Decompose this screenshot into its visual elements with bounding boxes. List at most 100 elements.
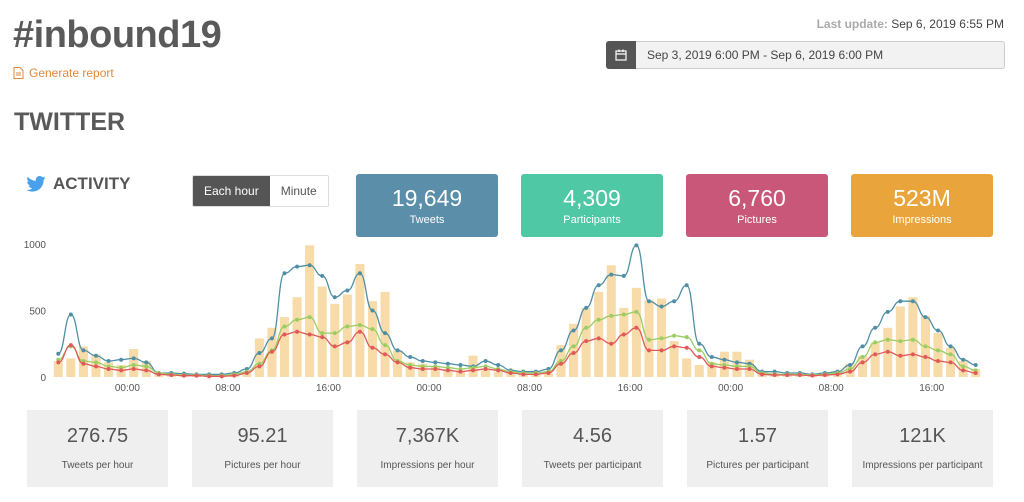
series-point [269,336,274,341]
generate-report-link[interactable]: Generate report [13,66,114,80]
series-point [295,264,300,269]
series-point [596,336,601,341]
series-point [307,332,312,337]
pictures-per-participant-value: 1.57 [738,425,777,447]
series-point [961,368,966,373]
activity-chart: 0 500 1000 00:00 08:00 16:00 00:00 08:00 16:00 00… [24,240,981,394]
x-tick-label: 16:00 [919,383,944,394]
series-point [357,329,362,334]
series-point [332,331,337,336]
series-point [584,325,589,330]
participants-value: 4,309 [563,185,621,211]
activity-bar [694,365,704,377]
series-point [445,368,450,373]
activity-bar [443,369,453,377]
series-point [219,374,224,379]
series-point [722,365,727,370]
series-point [408,365,413,370]
series-point [672,333,677,338]
series-point [621,332,626,337]
series-point [420,367,425,372]
series-point [420,359,425,364]
calendar-icon [606,40,636,69]
series-line [58,311,976,377]
x-tick-label: 00:00 [718,383,743,394]
activity-bar [707,362,717,377]
series-point [898,339,903,344]
date-range-picker[interactable]: Sep 3, 2019 6:00 PM - Sep 6, 2019 6:00 P… [606,40,1005,69]
impressions-value: 523M [893,185,951,211]
series-point [496,363,501,368]
series-point [307,263,312,268]
x-tick-label: 08:00 [819,383,844,394]
series-point [810,373,815,378]
series-point [722,357,727,362]
series-point [860,344,865,349]
series-point [584,339,589,344]
series-point [873,340,878,345]
x-tick-label: 16:00 [618,383,643,394]
activity-bar [933,333,943,377]
series-point [395,360,400,365]
series-point [144,364,149,369]
tweets-per-hour-card: 276.75 Tweets per hour [27,410,168,487]
series-point [320,331,325,336]
pictures-per-hour-label: Pictures per hour [224,460,301,471]
series-point [546,371,551,376]
series-point [709,364,714,369]
series-point [320,273,325,278]
series-point [282,324,287,329]
tweets-per-hour-value: 276.75 [66,425,129,447]
series-point [584,305,589,310]
series-point [383,343,388,348]
series-line [58,327,976,377]
series-point [596,317,601,322]
series-point [923,344,928,349]
series-point [181,373,186,378]
series-point [848,369,853,374]
activity-bar [569,323,579,377]
series-point [56,351,61,356]
activity-bar [292,297,302,377]
series-point [885,349,890,354]
series-point [144,368,149,373]
series-point [119,368,124,373]
series-point [973,371,978,376]
activity-bar [619,307,629,377]
series-point [898,299,903,304]
series-point [395,348,400,353]
tweets-value: 19,649 [391,185,463,211]
pictures-per-hour-card: 95.21 Pictures per hour [192,410,333,487]
interval-toggle[interactable]: Each hour Minute [192,175,329,207]
series-point [433,360,438,365]
minute-button[interactable]: Minute [269,176,328,206]
series-point [672,299,677,304]
series-point [383,352,388,357]
series-point [257,364,262,369]
series-point [383,331,388,336]
series-point [785,373,790,378]
series-point [295,317,300,322]
tweets-per-participant-card: 4.56 Tweets per participant [522,410,663,487]
series-point [697,341,702,346]
activity-bar [254,338,264,377]
pictures-per-participant-label: Pictures per participant [706,460,809,471]
series-point [948,344,953,349]
series-point [697,355,702,360]
series-point [797,373,802,378]
series-point [93,353,98,358]
activity-bar [330,303,340,377]
activity-bar [305,245,315,377]
series-point [357,323,362,328]
each-hour-button[interactable]: Each hour [193,176,270,206]
activity-bar [66,358,76,377]
activity-bar [669,341,679,377]
series-point [860,360,865,365]
pictures-per-hour-value: 95.21 [237,425,288,447]
pictures-value: 6,760 [728,185,786,211]
series-point [445,361,450,366]
series-point [332,344,337,349]
activity-bar [279,317,290,377]
x-tick-label: 00:00 [115,383,140,394]
series-point [93,364,98,369]
